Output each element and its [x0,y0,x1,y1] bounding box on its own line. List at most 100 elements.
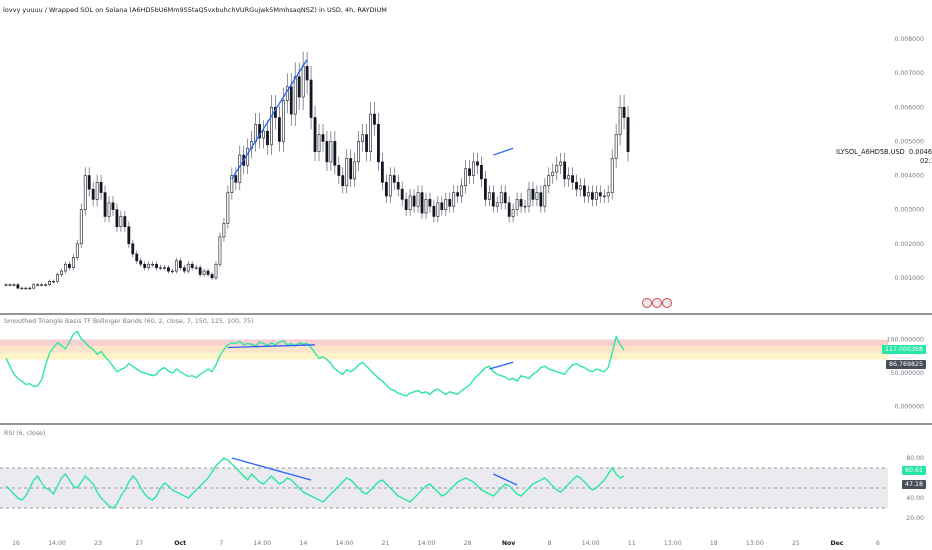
candle-body [103,192,107,217]
candle-body [60,270,63,275]
candle-body [357,141,361,163]
candle-body [111,202,115,210]
time-axis-tick: 25 [792,540,800,547]
candle-body [44,284,48,286]
rsi-axis-tick: 20.00 [906,515,924,522]
time-axis-tick: 23 [94,540,102,547]
candle-body [214,263,218,279]
candle-body [297,76,301,98]
candle-body [460,185,464,197]
price-axis-tick: 0.003000 [894,207,924,214]
us-flag-event-icon[interactable] [642,298,652,308]
time-axis-tick: 13:00 [664,540,682,547]
candle-body [198,267,202,275]
time-axis-tick: 28 [464,540,472,547]
candle-body [182,267,186,272]
trendline-price[interactable] [231,59,308,180]
bb-axis-tick: 0.000000 [894,404,924,411]
candle-body [36,284,40,286]
candle-body [527,188,531,207]
time-axis-tick: 14:00 [335,540,353,547]
candle-body [12,284,16,286]
candle-body [598,192,602,197]
us-flag-event-icon[interactable] [652,298,662,308]
trendline-price[interactable] [493,147,514,156]
candle-body [107,202,111,217]
candle-body [571,175,574,183]
candle-body [559,161,563,166]
time-axis-tick: 14 [299,540,307,547]
candle-body [246,147,250,166]
candle-body [341,175,345,187]
price-axis-tick: 0.004000 [894,173,924,180]
candle-body [400,188,404,200]
price-axis-tick: 0.005000 [894,138,924,145]
candle-body [396,182,400,190]
bb-zone-band [0,352,888,360]
candle-body [317,134,321,152]
candle-body [151,263,154,266]
candle-body [4,284,8,286]
candle-body [210,274,214,279]
candle-body [507,202,511,217]
candle-body [91,188,95,200]
candle-body [432,205,436,217]
candle-body [222,222,226,238]
candle-body [52,280,55,283]
candle-body [349,158,353,180]
price-axis-tick: 0.002000 [894,241,924,248]
candle-body [384,182,388,197]
candle-body [468,168,471,176]
candle-body [301,66,305,98]
candle-body [567,175,571,180]
candle-body [499,192,503,204]
candle-body [392,175,396,183]
trendline-bb[interactable] [489,361,514,370]
candle-body [16,284,20,289]
candle-body [8,284,12,286]
candle-body [444,199,448,210]
us-flag-event-icon[interactable] [662,298,672,308]
candle-body [543,185,547,207]
candle-body [373,113,376,125]
candle-body [309,79,313,118]
candle-body [377,124,380,163]
trendline-rsi[interactable] [231,457,312,481]
candle-body [258,124,261,139]
trendline-bb[interactable] [227,344,316,349]
candle-body [610,158,614,193]
rsi-line [5,457,625,509]
candle-body [147,263,151,268]
rsi-indicator-title[interactable]: RSI (6, close) [4,430,46,437]
candle-body [491,192,495,207]
candle-body [131,243,135,255]
candle-body [87,175,91,190]
candle-body [606,192,610,197]
candle-body [115,209,119,228]
time-axis-tick: 7 [219,540,223,547]
candle-body [519,199,523,207]
candle-body [305,66,309,81]
candle-body [174,260,178,272]
candle-body [361,134,364,142]
candle-body [365,134,368,152]
time-axis-tick: 21 [381,540,389,547]
candle-body [186,263,190,272]
bb-indicator-title[interactable]: Smoothed Triangle Basis TF Bollinger Ban… [4,318,254,325]
candle-body [353,161,357,180]
candle-body [143,263,147,268]
trendline-rsi[interactable] [493,473,518,486]
bb-upper-badge: 117.000388 [881,345,926,354]
time-axis-tick: 6 [876,540,880,547]
candle-body [452,192,456,207]
candle-body [594,192,598,200]
candle-body [83,175,87,210]
candle-body [56,274,59,282]
candle-body [551,171,555,176]
candle-body [139,260,143,265]
candle-body [575,182,578,190]
time-axis-tick: 27 [135,540,143,547]
candle-body [329,141,333,163]
candle-body [614,134,618,159]
